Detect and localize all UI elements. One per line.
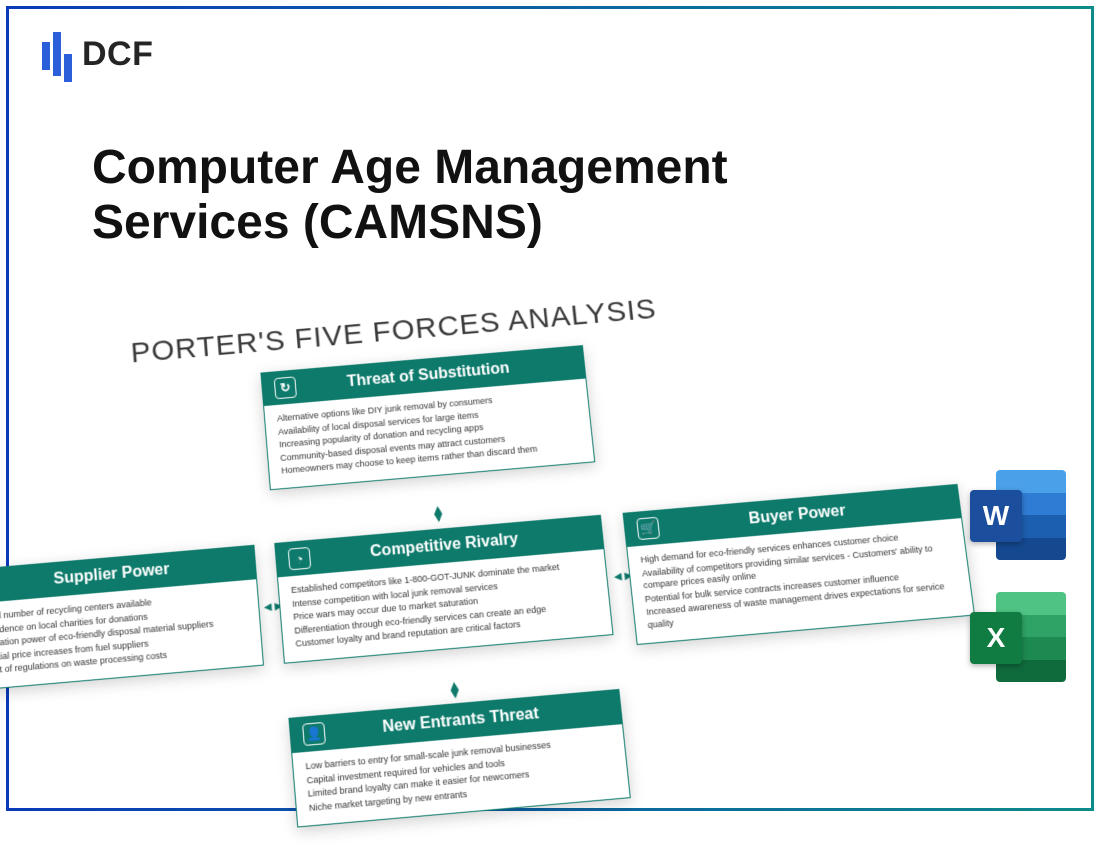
- porters-diagram: PORTER'S FIVE FORCES ANALYSIS ↻ Threat o…: [0, 273, 952, 844]
- word-icon[interactable]: W: [970, 470, 1066, 560]
- arrow-down-icon: ▲▼: [447, 681, 462, 699]
- logo-text: DCF: [82, 35, 153, 74]
- card-buyer: 🛒 Buyer Power High demand for eco-friend…: [623, 484, 975, 645]
- arrow-down-icon: ▲▼: [431, 505, 446, 523]
- app-icons: W X: [970, 470, 1066, 682]
- cart-icon: 🛒: [636, 517, 660, 540]
- card-substitution: ↻ Threat of Substitution Alternative opt…: [260, 345, 595, 490]
- card-rivalry: ◔ Competitive Rivalry Established compet…: [274, 515, 613, 664]
- pie-icon: ◔: [288, 547, 312, 571]
- refresh-icon: ↻: [274, 376, 297, 399]
- word-letter: W: [970, 490, 1022, 542]
- logo-bars-icon: [42, 32, 72, 76]
- logo: DCF: [42, 32, 153, 76]
- excel-letter: X: [970, 612, 1022, 664]
- excel-icon[interactable]: X: [970, 592, 1066, 682]
- page-title: Computer Age Management Services (CAMSNS…: [92, 140, 912, 250]
- person-icon: 👤: [302, 722, 326, 746]
- card-supplier: ⇢ Supplier Power Limited number of recyc…: [0, 545, 264, 692]
